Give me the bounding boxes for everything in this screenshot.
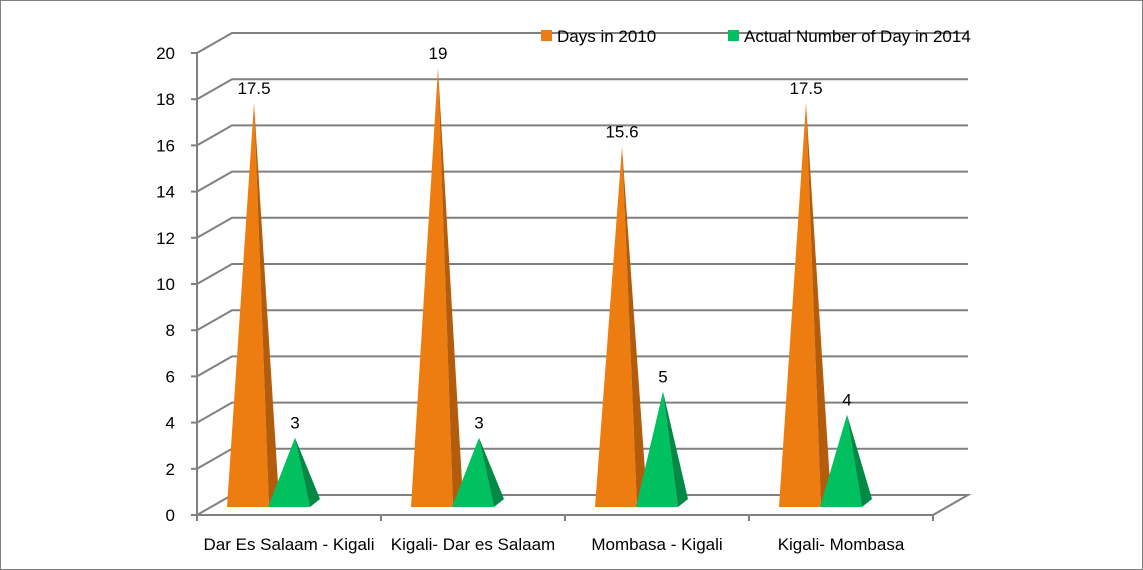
legend-label: Actual Number of Day in 2014	[744, 27, 971, 46]
category-label: Dar Es Salaam - Kigali	[203, 535, 374, 554]
gridline	[196, 32, 968, 54]
data-label: 5	[658, 368, 667, 387]
pyramid-side	[438, 68, 463, 507]
gridline	[196, 263, 968, 285]
y-tick-label: 6	[166, 367, 175, 386]
data-label: 15.6	[605, 123, 638, 142]
y-tick-labels: 0 2 4 6 8 10 12 14 16 18 20	[156, 44, 175, 525]
data-label: 3	[474, 414, 483, 433]
data-label: 4	[842, 391, 851, 410]
pyramid-front	[452, 437, 494, 507]
legend-swatch	[728, 30, 739, 41]
pyramid-side	[295, 437, 320, 507]
pyramid-side	[806, 102, 831, 507]
gridline	[196, 78, 968, 101]
data-label: 17.5	[789, 79, 822, 98]
data-labels: 17.5 3 19 3 15.6 5 17.5 4	[237, 44, 851, 433]
legend-swatch	[541, 30, 552, 41]
pyramids	[227, 68, 872, 507]
pyramid-side	[847, 414, 872, 507]
gridline	[196, 355, 968, 378]
pyramid-front	[779, 102, 821, 507]
axes	[191, 52, 934, 521]
data-label: 19	[429, 44, 448, 63]
y-tick-label: 2	[166, 460, 175, 479]
category-label: Mombasa - Kigali	[591, 535, 722, 554]
pyramid-front	[227, 102, 269, 507]
y-tick-label: 0	[166, 506, 175, 525]
gridlines	[196, 32, 972, 516]
category-labels: Dar Es Salaam - Kigali Kigali- Dar es Sal…	[203, 535, 904, 554]
gridline	[196, 124, 968, 147]
pyramid-side	[663, 391, 688, 507]
gridline	[196, 216, 968, 239]
y-tick-label: 8	[166, 321, 175, 340]
pyramid-side	[479, 437, 504, 507]
y-tick-label: 14	[156, 183, 175, 202]
pyramid-front	[636, 391, 678, 507]
legend-label: Days in 2010	[557, 27, 656, 46]
y-tick-label: 4	[166, 414, 175, 433]
pyramid-front	[268, 437, 310, 507]
gridline	[196, 309, 968, 332]
y-tick-label: 18	[156, 90, 175, 109]
gridline	[196, 401, 968, 424]
gridline	[196, 170, 968, 193]
category-label: Kigali- Dar es Salaam	[391, 535, 555, 554]
pyramid-front	[595, 146, 637, 507]
pyramid-side	[254, 102, 279, 507]
legend: Days in 2010 Actual Number of Day in 2014	[541, 27, 971, 46]
data-label: 3	[290, 414, 299, 433]
category-label: Kigali- Mombasa	[778, 535, 905, 554]
pyramid-side	[622, 146, 647, 507]
data-label: 17.5	[237, 79, 270, 98]
y-tick-label: 20	[156, 44, 175, 63]
y-tick-label: 10	[156, 275, 175, 294]
y-tick-label: 16	[156, 136, 175, 155]
pyramid-front	[411, 68, 453, 507]
pyramid-front	[820, 414, 862, 507]
y-tick-label: 12	[156, 229, 175, 248]
